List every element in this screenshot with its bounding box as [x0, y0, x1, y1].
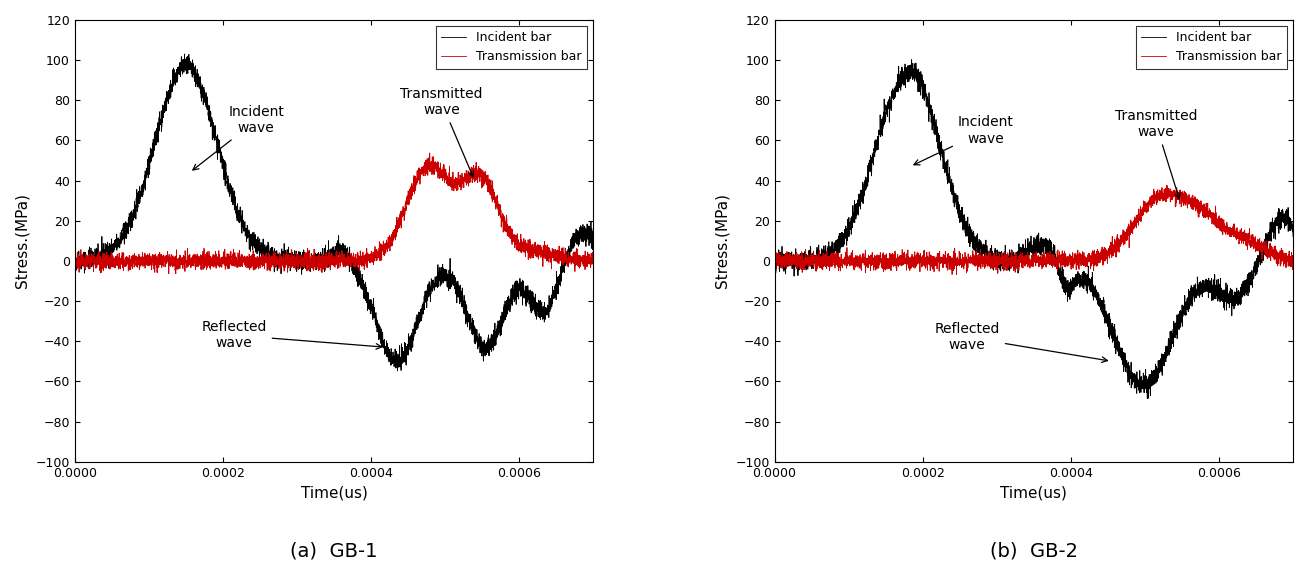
X-axis label: Time(us): Time(us)	[1001, 485, 1067, 500]
Transmission bar	[544, 254, 560, 261]
Transmission bar	[766, 249, 782, 256]
Transmission bar	[1143, 200, 1159, 207]
Transmission bar	[985, 261, 1001, 268]
Incident bar	[570, 240, 586, 247]
Line: Transmission bar: Transmission bar	[774, 185, 1294, 275]
Transmission bar	[948, 271, 964, 278]
Transmission bar	[1286, 258, 1301, 265]
Text: Transmitted
wave: Transmitted wave	[400, 87, 483, 177]
X-axis label: Time(us): Time(us)	[301, 485, 368, 500]
Incident bar	[904, 56, 920, 63]
Incident bar	[314, 258, 330, 265]
Text: Transmitted
wave: Transmitted wave	[1114, 109, 1197, 199]
Incident bar	[1244, 279, 1260, 286]
Legend: Incident bar, Transmission bar: Incident bar, Transmission bar	[437, 26, 587, 69]
Transmission bar	[285, 259, 301, 266]
Incident bar	[1014, 251, 1029, 258]
Transmission bar	[1014, 253, 1029, 260]
Transmission bar	[167, 270, 183, 277]
Transmission bar	[422, 150, 438, 157]
Line: Incident bar: Incident bar	[774, 60, 1294, 399]
Transmission bar	[67, 261, 82, 268]
Transmission bar	[289, 256, 305, 263]
Text: (a)  GB-1: (a) GB-1	[290, 541, 378, 560]
Incident bar	[1270, 214, 1286, 221]
Incident bar	[390, 368, 405, 374]
Incident bar	[177, 51, 192, 57]
Transmission bar	[989, 258, 1005, 265]
Transmission bar	[586, 249, 602, 256]
Incident bar	[1139, 395, 1155, 402]
Text: Reflected
wave: Reflected wave	[934, 322, 1108, 363]
Line: Incident bar: Incident bar	[75, 54, 594, 371]
Incident bar	[989, 251, 1005, 258]
Incident bar	[985, 248, 1001, 254]
Incident bar	[1286, 233, 1301, 240]
Text: Incident
wave: Incident wave	[914, 115, 1014, 165]
Transmission bar	[443, 180, 459, 186]
Transmission bar	[1244, 239, 1260, 246]
Text: (b)  GB-2: (b) GB-2	[990, 541, 1078, 560]
Line: Transmission bar: Transmission bar	[75, 153, 594, 274]
Transmission bar	[570, 259, 586, 266]
Incident bar	[289, 253, 305, 260]
Text: Incident
wave: Incident wave	[192, 105, 284, 170]
Legend: Incident bar, Transmission bar: Incident bar, Transmission bar	[1137, 26, 1287, 69]
Incident bar	[443, 282, 459, 289]
Transmission bar	[1159, 182, 1175, 189]
Incident bar	[766, 258, 782, 265]
Y-axis label: Stress.(MPa): Stress.(MPa)	[714, 193, 730, 288]
Y-axis label: Stress.(MPa): Stress.(MPa)	[14, 193, 30, 288]
Incident bar	[67, 254, 82, 261]
Incident bar	[544, 298, 560, 305]
Text: Reflected
wave: Reflected wave	[201, 320, 382, 350]
Transmission bar	[1270, 257, 1286, 264]
Transmission bar	[314, 267, 330, 274]
Incident bar	[285, 257, 301, 264]
Incident bar	[586, 234, 602, 241]
Incident bar	[1143, 383, 1159, 390]
